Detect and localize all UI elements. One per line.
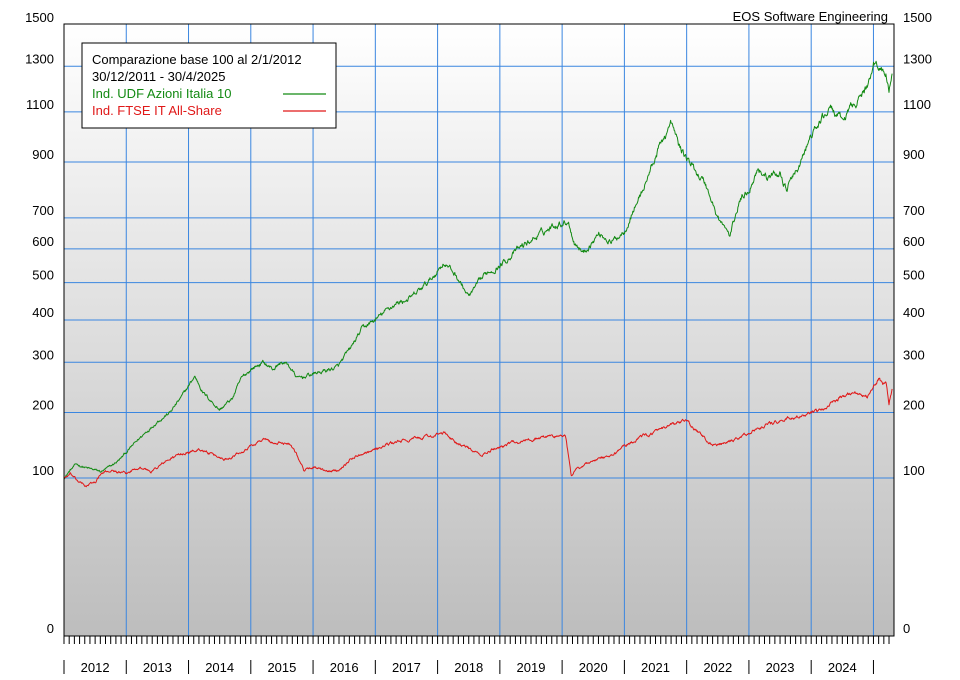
y-tick-left-0: 0	[47, 621, 54, 636]
x-tick-2014: 2014	[205, 660, 234, 675]
vertical-gridlines	[125, 24, 874, 636]
x-tick-2021: 2021	[641, 660, 670, 675]
y-tick-left-1100: 1100	[26, 97, 54, 112]
legend-entry-udf: Ind. UDF Azioni Italia 10	[92, 86, 231, 101]
y-tick-left-900: 900	[32, 147, 54, 162]
y-tick-right-1500: 1500	[903, 10, 932, 25]
series-line-udf	[64, 60, 893, 480]
y-tick-left-1300: 1300	[25, 51, 54, 66]
x-tick-2022: 2022	[703, 660, 732, 675]
x-axis: 2012 2013 2014 2015 2016 2017 2018 2019 2020 2021…	[63, 636, 890, 675]
y-tick-right-700: 700	[903, 203, 925, 218]
y-tick-right-0: 0	[903, 621, 910, 636]
x-tick-2024: 2024	[828, 660, 857, 675]
y-tick-left-100: 100	[32, 463, 54, 478]
legend-entry-ftse: Ind. FTSE IT All-Share	[92, 103, 222, 118]
y-tick-left-1500: 1500	[25, 10, 54, 25]
credit-label: EOS Software Engineering	[733, 9, 888, 24]
y-tick-left-500: 500	[32, 268, 54, 283]
y-tick-left-600: 600	[32, 234, 54, 249]
x-tick-2012: 2012	[81, 660, 110, 675]
y-tick-left-300: 300	[32, 347, 54, 362]
x-tick-2016: 2016	[330, 660, 359, 675]
x-tick-2017: 2017	[392, 660, 421, 675]
x-tick-2013: 2013	[143, 660, 172, 675]
y-tick-right-900: 900	[903, 147, 925, 162]
y-tick-left-400: 400	[32, 305, 54, 320]
y-tick-left-200: 200	[32, 398, 54, 413]
series-lines	[64, 60, 893, 488]
x-tick-2023: 2023	[766, 660, 795, 675]
legend-box	[81, 42, 337, 129]
y-tick-right-200: 200	[903, 398, 925, 413]
y-tick-right-500: 500	[903, 268, 925, 283]
x-tick-2018: 2018	[454, 660, 483, 675]
y-axis-left-labels: 0 100 200 300 400 500 600 700 900 1100 1300 1500	[25, 10, 54, 636]
x-tick-2019: 2019	[517, 660, 546, 675]
x-tick-2020: 2020	[579, 660, 608, 675]
y-tick-right-400: 400	[903, 305, 925, 320]
legend-range: 30/12/2011 - 30/4/2025	[92, 69, 226, 84]
y-tick-right-1100: 1100	[903, 97, 931, 112]
y-axis-right-labels: 0 100 200 300 400 500 600 700 900 1100 1300 1500	[903, 10, 932, 636]
y-tick-left-700: 700	[32, 203, 54, 218]
legend-title: Comparazione base 100 al 2/1/2012	[92, 52, 302, 67]
y-tick-right-300: 300	[903, 347, 925, 362]
legend: Comparazione base 100 al 2/1/2012 30/12/…	[81, 42, 337, 129]
y-tick-right-1300: 1300	[903, 51, 932, 66]
y-tick-right-100: 100	[903, 463, 925, 478]
x-tick-2015: 2015	[267, 660, 296, 675]
series-line-ftse	[64, 377, 893, 488]
y-tick-right-600: 600	[903, 234, 925, 249]
